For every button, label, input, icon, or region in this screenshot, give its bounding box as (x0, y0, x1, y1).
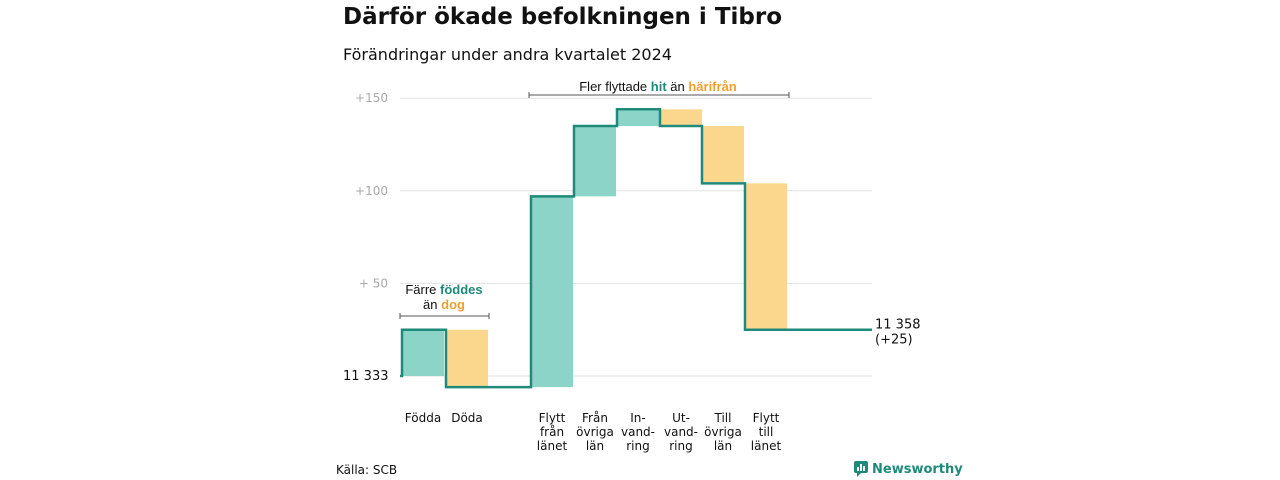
category-label: vand- (664, 425, 698, 439)
category-label: Ut- (672, 411, 690, 425)
brand-logo: Newsworthy (854, 461, 963, 477)
start-value-label: 11 333 (343, 369, 389, 384)
end-value-label: 11 358 (875, 318, 921, 333)
waterfall-bar (446, 329, 488, 388)
source-note: Källa: SCB (336, 463, 398, 477)
category-label: Döda (451, 411, 483, 425)
category-label: länet (751, 439, 782, 453)
waterfall-bar (574, 125, 616, 197)
category-label: län (586, 439, 604, 453)
category-label: från (540, 425, 564, 439)
waterfall-bar (702, 125, 744, 184)
category-label: länet (537, 439, 568, 453)
category-label: In- (630, 411, 645, 425)
category-label: Från (582, 411, 608, 425)
category-label: ring (626, 439, 650, 453)
step-line (400, 108, 872, 389)
chart-subtitle: Förändringar under andra kvartalet 2024 (343, 45, 672, 64)
chart-title: Därför ökade befolkningen i Tibro (343, 4, 782, 30)
brand-name: Newsworthy (872, 461, 963, 477)
category-label: län (714, 439, 732, 453)
y-tick-label: +150 (355, 91, 388, 105)
waterfall-bar (660, 109, 702, 126)
category-label: Födda (405, 411, 441, 425)
annotation-births-line1: Färre föddes (405, 282, 482, 297)
annotation-migration-line1: Fler flyttade hit än härifrån (579, 79, 737, 94)
category-label: övriga (576, 425, 614, 439)
category-label: vand- (621, 425, 655, 439)
category-label: till (759, 425, 774, 439)
waterfall-bar (617, 109, 659, 126)
y-tick-label: +100 (355, 184, 388, 198)
waterfall-bar (745, 183, 787, 330)
category-label: Flytt (753, 411, 780, 425)
waterfall-bar (402, 329, 444, 376)
category-label: Till (714, 411, 732, 425)
newsworthy-icon (854, 461, 868, 477)
waterfall-bar (531, 196, 573, 388)
category-label: ring (669, 439, 693, 453)
category-label: Flytt (539, 411, 566, 425)
y-tick-label: + 50 (359, 276, 388, 290)
category-label: övriga (704, 425, 742, 439)
annotation-births-line2: än dog (423, 297, 465, 312)
end-change-label: (+25) (875, 333, 913, 348)
